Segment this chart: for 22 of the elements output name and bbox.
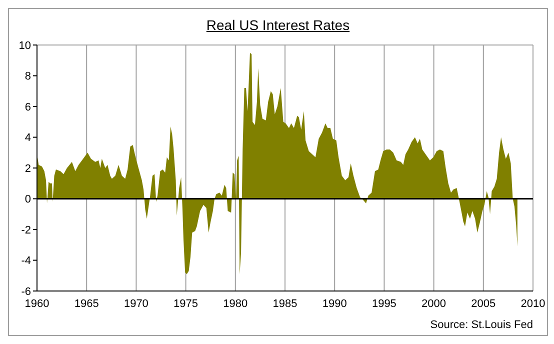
x-tick-label: 1965 [74, 298, 99, 310]
x-tick-label: 1980 [223, 298, 248, 310]
x-tick-label: 2010 [520, 298, 546, 310]
y-tick-label: -6 [21, 286, 31, 298]
x-tick-label: 2005 [471, 298, 496, 310]
y-tick-label: 0 [24, 194, 31, 206]
y-tick-label: 8 [24, 70, 31, 83]
source-note: Source: St.Louis Fed [430, 319, 533, 331]
y-tick-label: 4 [24, 132, 31, 144]
x-tick-label: 1960 [24, 298, 50, 310]
chart-title: Real US Interest Rates [205, 17, 351, 33]
y-tick-label: -2 [21, 224, 31, 236]
x-tick-label: 1990 [322, 298, 347, 310]
y-tick-label: 10 [18, 40, 31, 52]
x-tick-label: 2000 [422, 298, 446, 310]
x-tick-label: 1995 [372, 298, 396, 310]
y-tick-label: 2 [24, 162, 31, 175]
x-tick-label: 1970 [124, 298, 148, 310]
y-tick-label: 6 [24, 101, 31, 114]
y-tick-label: -4 [21, 255, 31, 268]
x-tick-label: 1985 [272, 298, 298, 310]
x-tick-label: 1975 [174, 298, 198, 310]
